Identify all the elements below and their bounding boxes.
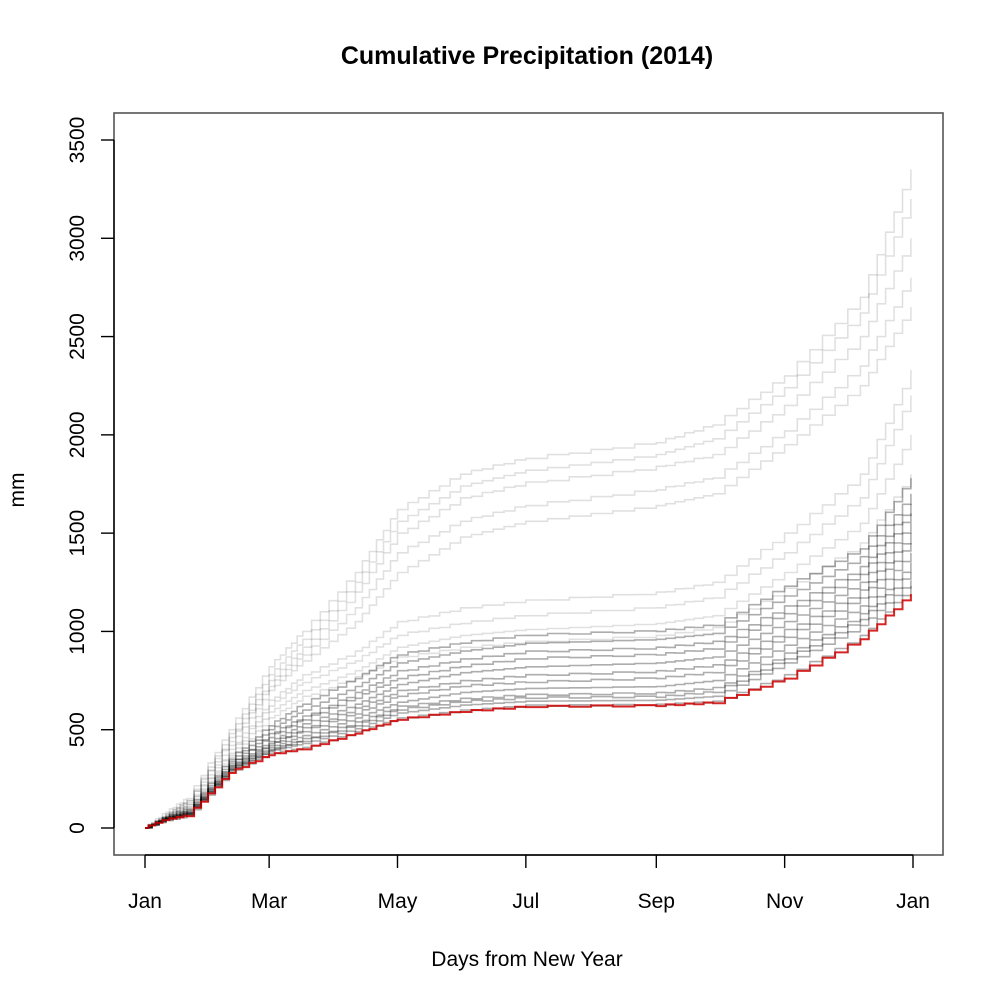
y-tick-label: 1000 — [66, 608, 89, 655]
series-line — [145, 552, 912, 829]
chart-title: Cumulative Precipitation (2014) — [341, 42, 713, 70]
x-tick-label: May — [378, 890, 418, 913]
series-line — [145, 370, 912, 829]
series-line — [145, 395, 912, 829]
x-tick-label: Jul — [512, 890, 539, 913]
x-tick-label: Sep — [638, 890, 675, 913]
x-tick-label: Mar — [251, 890, 287, 913]
y-tick-label: 2500 — [66, 313, 89, 360]
series-group — [145, 169, 912, 829]
y-axis: 0 500 1000 1500 2000 2500 3000 3500 — [66, 117, 115, 834]
series-line — [145, 169, 912, 829]
series-line — [145, 580, 912, 829]
series-line — [145, 277, 912, 829]
series-line — [145, 474, 912, 829]
series-line — [145, 572, 912, 829]
y-tick-label: 0 — [66, 822, 89, 834]
series-line — [145, 523, 912, 829]
series-line — [145, 543, 912, 829]
series-line — [145, 307, 912, 829]
y-tick-label: 500 — [66, 712, 89, 747]
y-tick-label: 3000 — [66, 215, 89, 262]
series-line-highlight — [145, 594, 912, 829]
series-line — [145, 513, 912, 829]
series-line — [145, 503, 912, 829]
x-axis-label: Days from New Year — [431, 948, 622, 971]
x-axis: Jan Mar May Jul Sep Nov Jan — [128, 854, 930, 913]
series-line — [145, 238, 912, 829]
series-line — [145, 199, 912, 829]
x-tick-label: Jan — [128, 890, 162, 913]
series-line — [145, 493, 912, 829]
series-line — [145, 562, 912, 829]
x-tick-label: Jan — [896, 890, 930, 913]
x-tick-label: Nov — [766, 890, 804, 913]
series-line — [145, 533, 912, 829]
series-line — [145, 434, 912, 829]
y-tick-label: 3500 — [66, 117, 89, 164]
y-axis-label: mm — [6, 473, 29, 508]
y-tick-label: 2000 — [66, 411, 89, 458]
series-line — [145, 478, 912, 829]
y-tick-label: 1500 — [66, 510, 89, 557]
